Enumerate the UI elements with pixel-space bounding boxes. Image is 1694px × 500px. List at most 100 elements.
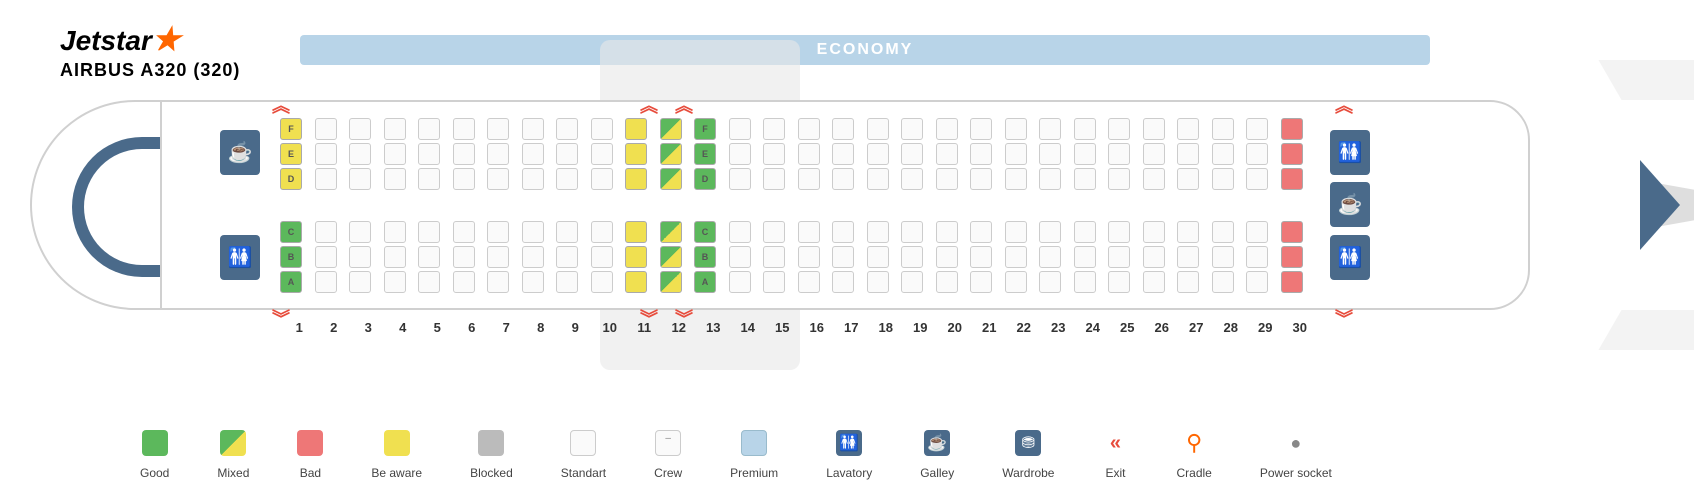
seat[interactable] <box>522 143 544 165</box>
seat[interactable] <box>1177 118 1199 140</box>
seat[interactable] <box>349 271 371 293</box>
seat[interactable] <box>1074 271 1096 293</box>
seat[interactable] <box>1177 271 1199 293</box>
seat[interactable] <box>1143 118 1165 140</box>
seat[interactable] <box>625 221 647 243</box>
seat[interactable] <box>798 271 820 293</box>
seat[interactable] <box>660 221 682 243</box>
seat[interactable] <box>453 143 475 165</box>
seat[interactable] <box>418 168 440 190</box>
seat[interactable] <box>1005 246 1027 268</box>
seat[interactable] <box>591 246 613 268</box>
seat[interactable] <box>970 221 992 243</box>
seat[interactable] <box>522 118 544 140</box>
seat[interactable] <box>1005 118 1027 140</box>
seat[interactable] <box>763 271 785 293</box>
seat[interactable] <box>763 168 785 190</box>
seat[interactable] <box>1143 143 1165 165</box>
seat[interactable] <box>1074 168 1096 190</box>
seat[interactable] <box>832 271 854 293</box>
seat[interactable] <box>418 221 440 243</box>
seat[interactable]: A <box>694 271 716 293</box>
seat[interactable] <box>1177 221 1199 243</box>
seat[interactable] <box>522 221 544 243</box>
seat[interactable] <box>1212 246 1234 268</box>
seat[interactable] <box>1246 143 1268 165</box>
seat[interactable] <box>522 168 544 190</box>
seat[interactable]: C <box>280 221 302 243</box>
seat[interactable] <box>591 221 613 243</box>
seat[interactable] <box>625 271 647 293</box>
seat[interactable] <box>349 118 371 140</box>
seat[interactable] <box>1177 246 1199 268</box>
seat[interactable] <box>901 118 923 140</box>
seat[interactable] <box>1281 118 1303 140</box>
seat[interactable] <box>315 246 337 268</box>
seat[interactable] <box>384 271 406 293</box>
seat[interactable] <box>1108 221 1130 243</box>
seat[interactable] <box>1005 168 1027 190</box>
seat[interactable] <box>832 246 854 268</box>
seat[interactable] <box>1039 271 1061 293</box>
seat[interactable]: A <box>280 271 302 293</box>
seat[interactable] <box>832 143 854 165</box>
seat[interactable] <box>384 143 406 165</box>
seat[interactable] <box>936 168 958 190</box>
seat[interactable] <box>1039 221 1061 243</box>
seat[interactable] <box>936 271 958 293</box>
seat[interactable] <box>1281 168 1303 190</box>
seat[interactable] <box>1212 143 1234 165</box>
seat[interactable] <box>556 143 578 165</box>
seat[interactable] <box>625 143 647 165</box>
seat[interactable] <box>625 168 647 190</box>
seat[interactable] <box>384 118 406 140</box>
seat[interactable] <box>798 246 820 268</box>
seat[interactable] <box>763 143 785 165</box>
seat[interactable]: D <box>280 168 302 190</box>
seat[interactable] <box>418 271 440 293</box>
seat[interactable] <box>660 118 682 140</box>
seat[interactable] <box>970 246 992 268</box>
seat[interactable] <box>522 246 544 268</box>
seat[interactable] <box>1281 246 1303 268</box>
seat[interactable] <box>763 221 785 243</box>
seat[interactable] <box>1108 168 1130 190</box>
seat[interactable] <box>1212 271 1234 293</box>
seat[interactable] <box>591 118 613 140</box>
seat[interactable]: E <box>694 143 716 165</box>
seat[interactable] <box>556 271 578 293</box>
seat[interactable] <box>1108 246 1130 268</box>
seat[interactable] <box>453 221 475 243</box>
seat[interactable] <box>936 118 958 140</box>
seat[interactable] <box>798 168 820 190</box>
seat[interactable] <box>901 246 923 268</box>
seat[interactable] <box>1212 168 1234 190</box>
seat[interactable] <box>418 118 440 140</box>
seat[interactable] <box>487 271 509 293</box>
seat[interactable] <box>315 221 337 243</box>
seat[interactable] <box>591 168 613 190</box>
seat[interactable] <box>832 221 854 243</box>
seat[interactable]: E <box>280 143 302 165</box>
seat[interactable] <box>867 118 889 140</box>
seat[interactable] <box>453 118 475 140</box>
seat[interactable] <box>349 221 371 243</box>
seat[interactable] <box>798 221 820 243</box>
seat[interactable] <box>1039 118 1061 140</box>
seat[interactable] <box>487 221 509 243</box>
seat[interactable] <box>1212 118 1234 140</box>
seat[interactable] <box>556 246 578 268</box>
seat[interactable] <box>1074 221 1096 243</box>
seat[interactable] <box>487 143 509 165</box>
seat[interactable] <box>1246 271 1268 293</box>
seat[interactable] <box>798 143 820 165</box>
seat[interactable] <box>487 118 509 140</box>
seat[interactable] <box>901 168 923 190</box>
seat[interactable] <box>625 246 647 268</box>
seat[interactable] <box>556 118 578 140</box>
seat[interactable] <box>1005 271 1027 293</box>
seat[interactable] <box>1039 143 1061 165</box>
seat[interactable] <box>349 143 371 165</box>
seat[interactable] <box>763 118 785 140</box>
seat[interactable] <box>1108 118 1130 140</box>
